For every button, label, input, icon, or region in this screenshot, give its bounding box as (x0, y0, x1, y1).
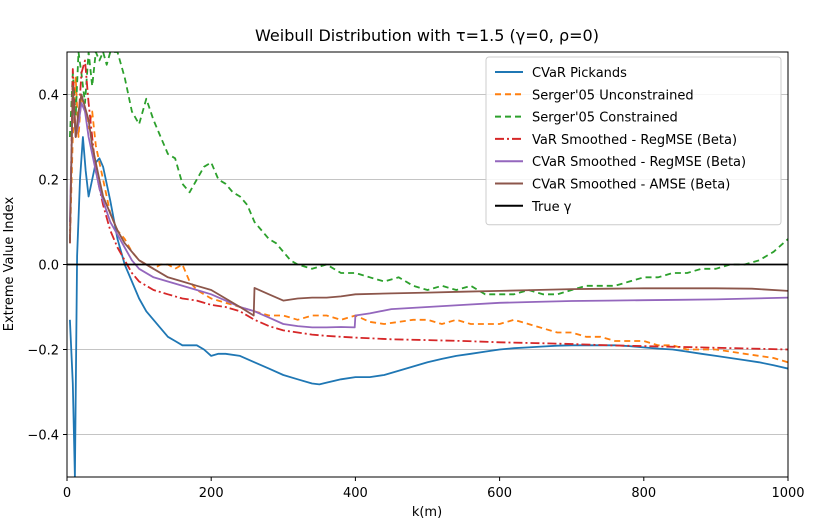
x-axis-label: k(m) (412, 505, 442, 519)
series-line-5 (69, 85, 788, 317)
legend-label-3: VaR Smoothed - RegMSE (Beta) (532, 133, 737, 148)
y-tick-label: 0.4 (38, 89, 59, 104)
x-tick-label: 200 (199, 486, 224, 501)
x-tick-label: 400 (343, 486, 368, 501)
series-group (67, 52, 788, 477)
x-tick-label: 0 (63, 486, 71, 501)
legend-label-4: CVaR Smoothed - RegMSE (Beta) (532, 155, 746, 170)
x-tick-label: 800 (631, 486, 656, 501)
series-line-3 (69, 59, 788, 351)
x-tick-label: 600 (487, 486, 512, 501)
series-line-0 (69, 136, 788, 477)
legend-box (485, 56, 782, 226)
series-line-1 (69, 76, 788, 364)
legend-label-1: Serger'05 Unconstrained (532, 88, 694, 103)
y-tick-label: 0.2 (38, 174, 59, 189)
y-axis: −0.4 −0.2 0.0 0.2 0.4 (27, 89, 67, 444)
legend-label-2: Serger'05 Constrained (532, 111, 678, 126)
chart-title: Weibull Distribution with τ=1.5 (γ=0, ρ=… (255, 26, 599, 45)
x-axis: 0 200 400 600 800 1000 (63, 477, 805, 501)
legend-label-6: True γ (531, 200, 572, 215)
legend-label-5: CVaR Smoothed - AMSE (Beta) (532, 178, 730, 193)
legend-label-0: CVaR Pickands (532, 66, 627, 81)
y-tick-label: 0.0 (38, 259, 59, 274)
y-axis-label: Extreme Value Index (2, 196, 17, 331)
y-tick-label: −0.2 (27, 344, 59, 359)
x-tick-label: 1000 (771, 486, 804, 501)
y-tick-label: −0.4 (27, 429, 59, 444)
legend: CVaR Pickands Serger'05 Unconstrained Serg… (485, 56, 782, 226)
